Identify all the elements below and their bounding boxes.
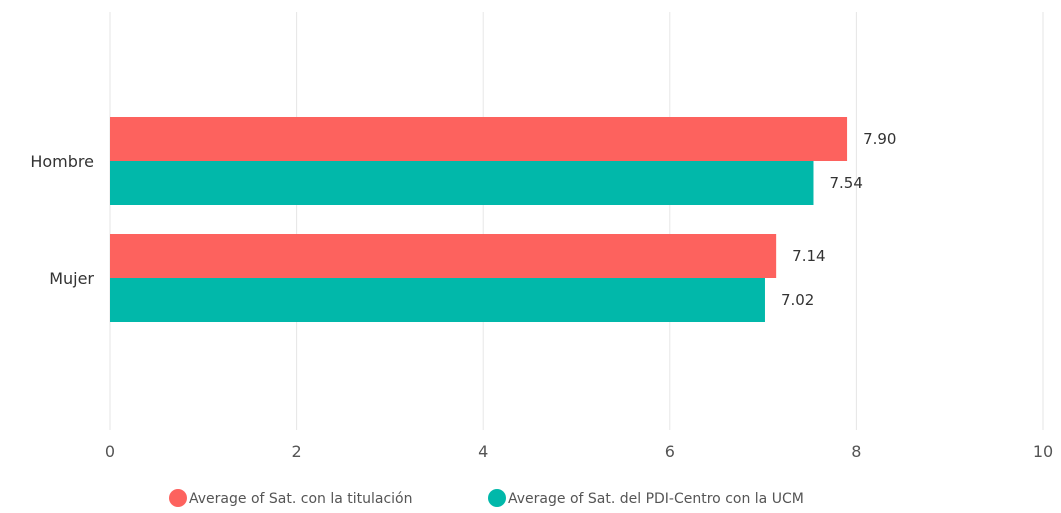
legend-item-series-1[interactable]: Average of Sat. con la titulación: [169, 489, 412, 507]
bar-mujer-series-1[interactable]: [110, 234, 777, 278]
x-tick-label-4: 4: [478, 442, 488, 461]
legend-label-series-1: Average of Sat. con la titulación: [189, 491, 412, 507]
category-label-hombre: Hombre: [30, 152, 94, 171]
bar-hombre-series-2[interactable]: [110, 161, 814, 205]
x-tick-label-10: 10: [1033, 442, 1053, 461]
legend-marker-icon: [488, 489, 506, 507]
x-tick-label-2: 2: [292, 442, 302, 461]
legend-label-series-2: Average of Sat. del PDI-Centro con la UC…: [508, 491, 804, 507]
bar-mujer-series-2[interactable]: [110, 278, 765, 322]
x-tick-label-8: 8: [851, 442, 861, 461]
x-tick-label-0: 0: [105, 442, 115, 461]
data-label-hombre-series-2: 7.54: [829, 174, 862, 192]
legend-marker-icon: [169, 489, 187, 507]
legend-item-series-2[interactable]: Average of Sat. del PDI-Centro con la UC…: [488, 489, 804, 507]
data-label-hombre-series-1: 7.90: [863, 130, 896, 148]
category-label-mujer: Mujer: [49, 269, 94, 288]
data-label-mujer-series-2: 7.02: [781, 291, 814, 309]
data-label-mujer-series-1: 7.14: [792, 247, 825, 265]
x-tick-label-6: 6: [665, 442, 675, 461]
bar-hombre-series-1[interactable]: [110, 117, 848, 161]
